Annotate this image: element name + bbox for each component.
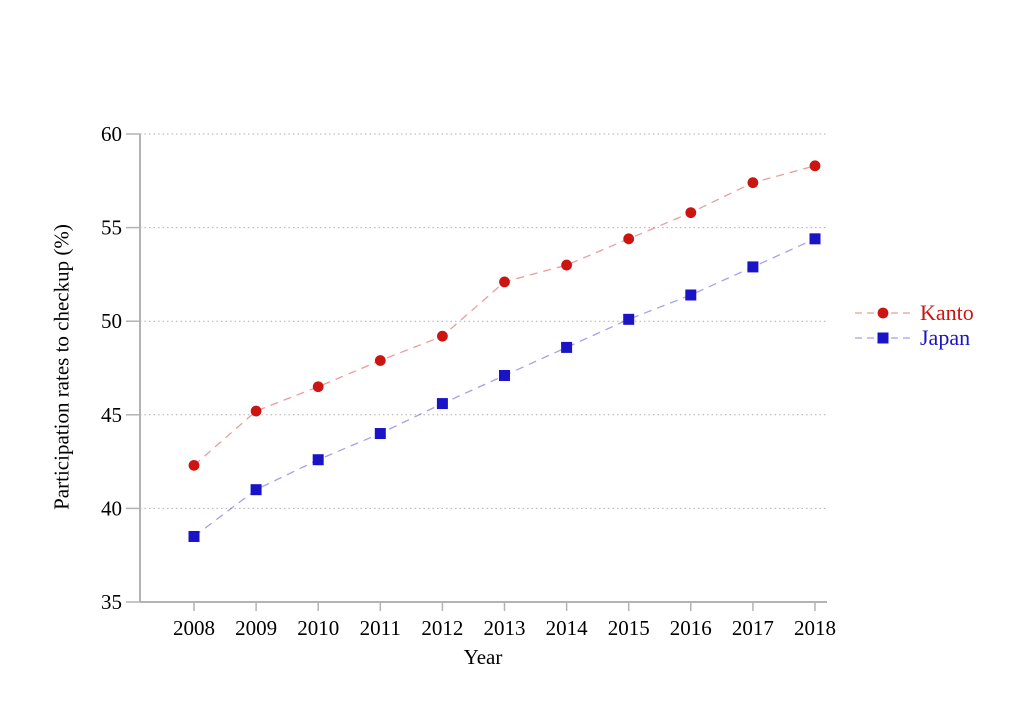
data-point-kanto-2018 bbox=[809, 160, 821, 172]
x-tick-label-2015: 2015 bbox=[608, 616, 650, 640]
data-point-kanto-2015 bbox=[623, 233, 635, 245]
x-tick-label-2018: 2018 bbox=[794, 616, 836, 640]
y-tick-label-40: 40 bbox=[101, 496, 122, 520]
data-point-japan-2014 bbox=[561, 341, 573, 353]
legend-label-japan: Japan bbox=[920, 324, 971, 350]
data-point-japan-2011 bbox=[374, 428, 386, 440]
x-tick-label-2009: 2009 bbox=[235, 616, 277, 640]
data-point-kanto-2010 bbox=[312, 381, 324, 393]
data-point-kanto-2014 bbox=[561, 259, 572, 271]
y-tick-label-50: 50 bbox=[101, 309, 122, 333]
legend-item-kanto: Kanto bbox=[855, 300, 974, 325]
x-tick-label-2013: 2013 bbox=[484, 616, 526, 640]
x-tick-label-2008: 2008 bbox=[173, 616, 215, 640]
data-point-japan-2013 bbox=[499, 369, 510, 381]
legend-label-kanto: Kanto bbox=[920, 299, 974, 325]
data-point-kanto-2008 bbox=[188, 459, 200, 471]
legend-square-marker-icon bbox=[855, 332, 913, 343]
y-axis-title: Participation rates to checkup (%) bbox=[49, 224, 74, 510]
legend-circle-marker-icon bbox=[855, 307, 913, 318]
x-tick-label-2014: 2014 bbox=[546, 616, 589, 640]
data-point-japan-2009 bbox=[250, 484, 262, 496]
y-tick-label-55: 55 bbox=[101, 216, 122, 240]
data-point-japan-2015 bbox=[623, 313, 635, 325]
data-point-japan-2010 bbox=[312, 454, 324, 466]
legend: Kanto Japan bbox=[855, 300, 974, 350]
y-tick-label-35: 35 bbox=[101, 590, 122, 614]
data-point-japan-2016 bbox=[685, 289, 697, 301]
data-point-kanto-2012 bbox=[437, 330, 448, 342]
y-tick-label-60: 60 bbox=[101, 122, 122, 146]
data-point-kanto-2017 bbox=[747, 177, 759, 189]
data-point-kanto-2016 bbox=[685, 207, 697, 219]
x-tick-label-2010: 2010 bbox=[297, 616, 339, 640]
legend-marker-japan bbox=[877, 332, 889, 343]
x-axis-title: Year bbox=[463, 645, 503, 669]
data-point-japan-2017 bbox=[747, 261, 759, 273]
data-point-kanto-2009 bbox=[250, 405, 262, 417]
data-point-japan-2012 bbox=[436, 398, 448, 410]
x-tick-label-2012: 2012 bbox=[421, 616, 463, 640]
x-tick-label-2016: 2016 bbox=[670, 616, 712, 640]
series-line-kanto bbox=[193, 165, 816, 466]
data-point-kanto-2011 bbox=[374, 355, 386, 366]
legend-item-japan: Japan bbox=[855, 325, 974, 350]
data-point-japan-2008 bbox=[188, 530, 200, 542]
data-point-japan-2018 bbox=[809, 233, 821, 245]
x-tick-label-2017: 2017 bbox=[732, 616, 774, 640]
y-tick-label-45: 45 bbox=[101, 403, 122, 427]
legend-marker-kanto bbox=[877, 307, 889, 318]
data-point-kanto-2013 bbox=[499, 276, 510, 288]
x-tick-label-2011: 2011 bbox=[360, 616, 401, 640]
